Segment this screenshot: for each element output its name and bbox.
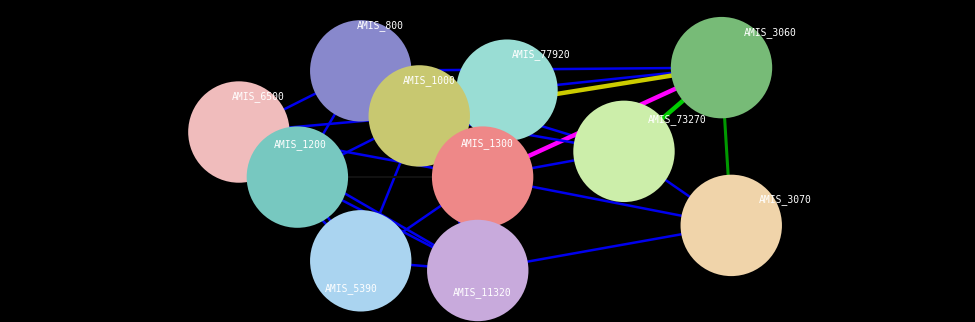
Text: AMIS_73270: AMIS_73270 (648, 114, 707, 125)
Text: AMIS_77920: AMIS_77920 (512, 49, 570, 60)
Ellipse shape (247, 127, 348, 228)
Text: AMIS_3070: AMIS_3070 (759, 194, 811, 205)
Ellipse shape (310, 20, 411, 121)
Text: AMIS_11320: AMIS_11320 (453, 288, 512, 298)
Text: AMIS_6500: AMIS_6500 (232, 91, 285, 102)
Ellipse shape (573, 101, 675, 202)
Ellipse shape (188, 81, 290, 183)
Text: AMIS_3060: AMIS_3060 (744, 27, 797, 38)
Text: AMIS_1200: AMIS_1200 (274, 139, 327, 150)
Ellipse shape (369, 65, 470, 166)
Ellipse shape (310, 210, 411, 311)
Ellipse shape (456, 40, 558, 141)
Text: AMIS_1000: AMIS_1000 (403, 75, 455, 86)
Ellipse shape (681, 175, 782, 276)
Text: AMIS_800: AMIS_800 (357, 20, 404, 31)
Text: AMIS_5390: AMIS_5390 (325, 283, 377, 294)
Text: AMIS_1300: AMIS_1300 (461, 138, 514, 149)
Ellipse shape (432, 127, 533, 228)
Ellipse shape (671, 17, 772, 118)
Ellipse shape (427, 220, 528, 321)
